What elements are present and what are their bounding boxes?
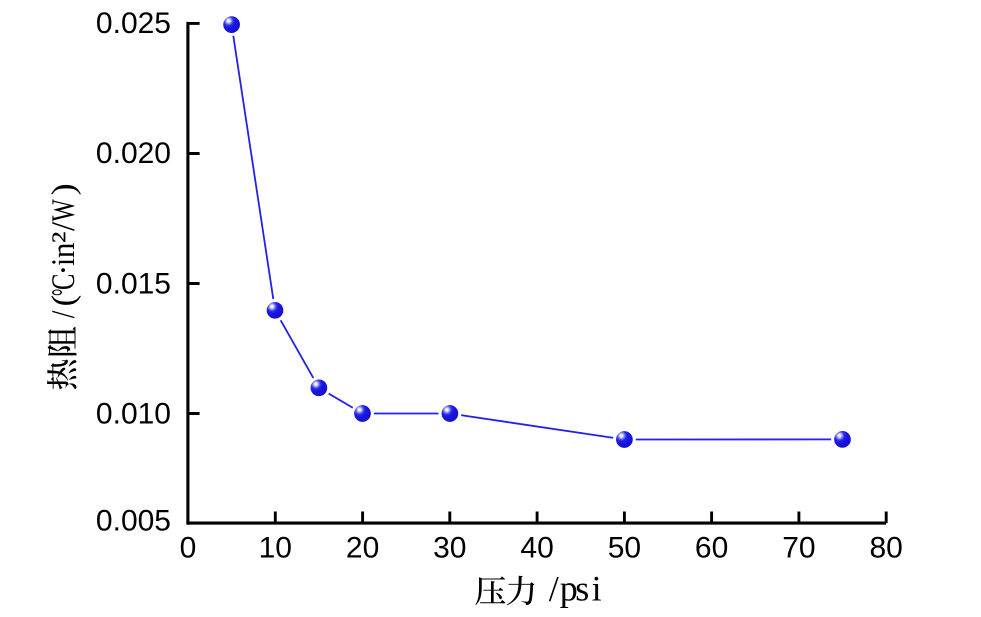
svg-text:30: 30	[433, 532, 466, 565]
svg-text:60: 60	[695, 532, 728, 565]
svg-text:20: 20	[346, 532, 379, 565]
svg-text:0: 0	[180, 532, 197, 565]
svg-text:0.015: 0.015	[96, 267, 171, 300]
svg-text:0.010: 0.010	[96, 397, 171, 430]
svg-text:10: 10	[259, 532, 292, 565]
svg-text:70: 70	[782, 532, 815, 565]
svg-text:0.020: 0.020	[96, 137, 171, 170]
svg-text:80: 80	[870, 532, 903, 565]
svg-text:0.005: 0.005	[96, 505, 171, 538]
svg-text:50: 50	[608, 532, 641, 565]
svg-text:0.025: 0.025	[96, 7, 171, 40]
svg-text:/psi: /psi	[549, 569, 602, 609]
svg-text:40: 40	[520, 532, 553, 565]
